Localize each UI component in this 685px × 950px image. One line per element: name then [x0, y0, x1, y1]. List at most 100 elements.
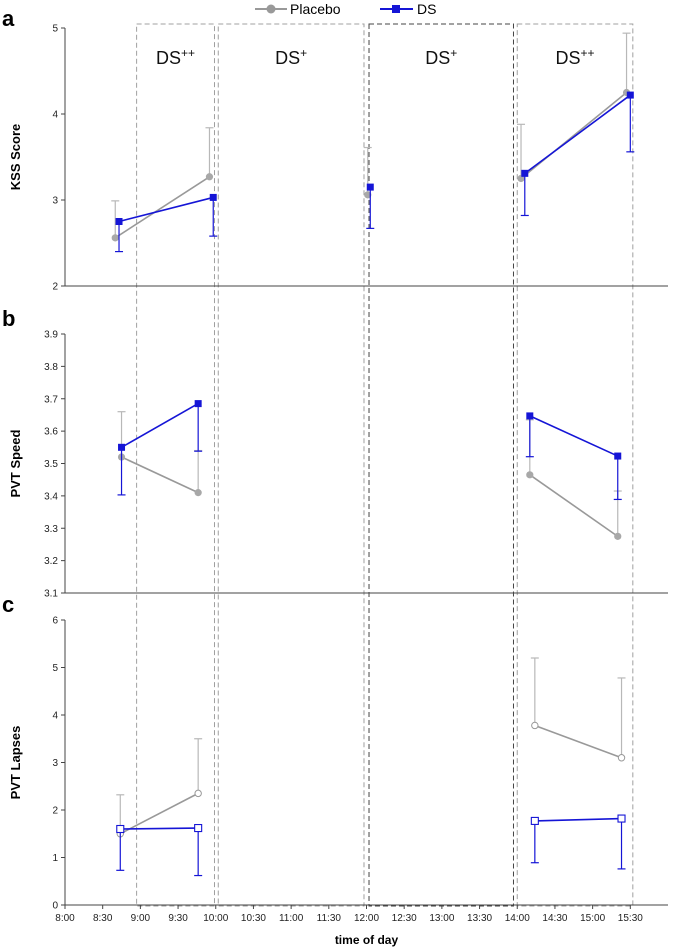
region-label-superscript: +	[450, 46, 457, 60]
series-line	[114, 176, 210, 239]
y-tick-label: 5	[52, 663, 58, 674]
x-tick-label: 8:30	[93, 913, 113, 924]
y-tick-label: 3.3	[44, 524, 58, 535]
region-label-text: DS	[275, 48, 300, 68]
x-tick-label: 9:30	[168, 913, 188, 924]
panel-letter-a: a	[2, 6, 15, 31]
y-tick-label: 3.1	[44, 589, 58, 600]
x-tick-label: 13:00	[429, 913, 454, 924]
series-line	[524, 94, 631, 174]
y-tick-label: 0	[52, 901, 58, 912]
x-tick-label: 14:00	[505, 913, 530, 924]
series-placebo	[116, 657, 626, 838]
legend-placebo-label: Placebo	[290, 1, 341, 17]
y-tick-label: 2	[52, 282, 58, 293]
y-tick-label: 6	[52, 616, 58, 627]
legend: Placebo DS	[255, 1, 436, 17]
panels: a 2 3 4 5 KSS Score b 3.1 3.2 3.3 3.4 3.5 3.6 3.7 3.8 3…	[2, 6, 668, 912]
data-point-ds	[614, 452, 622, 460]
data-point-ds	[366, 183, 374, 191]
data-point-placebo	[364, 191, 372, 199]
legend-ds-label: DS	[417, 1, 436, 17]
y-tick-label: 3.4	[44, 491, 58, 502]
data-point-placebo	[526, 471, 534, 479]
x-axis: 8:00 8:30 9:00 9:30 10:00 10:30 11:00 11:30 12:0…	[55, 905, 643, 947]
series-placebo	[117, 411, 622, 540]
data-point-ds	[526, 412, 534, 420]
region-box-4	[516, 23, 634, 907]
region-label-1: DS++	[156, 46, 195, 68]
x-tick-label: 11:30	[317, 913, 342, 924]
series-line	[121, 402, 199, 449]
x-tick-label: 15:30	[618, 913, 643, 924]
series-line	[529, 415, 619, 457]
data-point-placebo	[194, 789, 202, 798]
y-axis-label: PVT Speed	[8, 429, 23, 497]
panel-a: a 2 3 4 5 KSS Score	[2, 6, 668, 293]
data-point-ds	[118, 443, 126, 451]
data-point-placebo	[617, 754, 626, 762]
x-tick-label: 14:30	[542, 913, 567, 924]
y-tick-label: 3.5	[44, 459, 58, 470]
series-ds	[115, 91, 635, 253]
y-tick-label: 3.2	[44, 556, 58, 567]
legend-placebo-marker	[266, 4, 276, 14]
region-box-1	[136, 23, 215, 907]
region-label-superscript: ++	[581, 46, 595, 60]
series-ds	[116, 814, 626, 877]
legend-ds-marker	[392, 5, 400, 13]
x-tick-label: 11:00	[279, 913, 304, 924]
x-tick-label: 9:00	[131, 913, 151, 924]
region-label-3: DS+	[425, 46, 457, 68]
x-tick-label: 10:00	[203, 913, 228, 924]
x-tick-label: 13:30	[467, 913, 492, 924]
data-point-ds	[617, 814, 626, 823]
y-tick-label: 1	[52, 853, 58, 864]
y-tick-label: 3	[52, 196, 58, 207]
y-tick-label: 3.6	[44, 427, 58, 438]
data-point-ds	[530, 816, 539, 825]
data-point-placebo	[194, 489, 202, 497]
y-tick-label: 2	[52, 806, 58, 817]
data-point-placebo	[531, 721, 539, 730]
data-point-ds	[521, 169, 529, 177]
region-label-text: DS	[425, 48, 450, 68]
x-tick-label: 15:00	[580, 913, 605, 924]
series-line	[119, 792, 199, 835]
region-label-text: DS	[556, 48, 581, 68]
data-point-ds	[209, 193, 217, 201]
series-line	[520, 91, 628, 180]
y-tick-label: 3	[52, 758, 58, 769]
series-line	[118, 196, 214, 223]
y-axis-label: KSS Score	[8, 124, 23, 190]
data-point-ds	[626, 91, 634, 99]
x-tick-label: 8:00	[55, 913, 75, 924]
data-point-ds	[115, 218, 123, 225]
y-tick-label: 3.7	[44, 394, 58, 405]
region-label-4: DS++	[556, 46, 595, 68]
data-point-ds	[116, 824, 125, 834]
treatment-regions: DS++ DS+ DS+ DS++	[136, 23, 634, 907]
series-ds	[117, 400, 622, 501]
data-point-ds	[194, 400, 202, 408]
series-line	[121, 456, 199, 494]
x-tick-label: 12:30	[392, 913, 417, 924]
x-tick-label: 12:00	[354, 913, 379, 924]
series-placebo	[111, 32, 631, 242]
data-point-placebo	[205, 173, 214, 181]
y-tick-label: 4	[52, 110, 58, 121]
data-point-ds	[194, 823, 203, 833]
series-line	[534, 817, 622, 822]
region-label-superscript: ++	[181, 46, 195, 60]
y-tick-label: 4	[52, 711, 58, 722]
panel-c: c 0 1 2 3 4 5 6 PVT Lapses	[2, 592, 668, 912]
y-tick-label: 5	[52, 24, 58, 35]
series-line	[529, 474, 619, 537]
panel-b: b 3.1 3.2 3.3 3.4 3.5 3.6 3.7 3.8 3.9 PVT Speed	[2, 306, 668, 600]
data-point-placebo	[111, 234, 119, 242]
data-point-placebo	[614, 532, 622, 540]
region-label-2: DS+	[275, 46, 307, 68]
region-box-2	[217, 23, 365, 907]
panel-letter-b: b	[2, 306, 15, 331]
